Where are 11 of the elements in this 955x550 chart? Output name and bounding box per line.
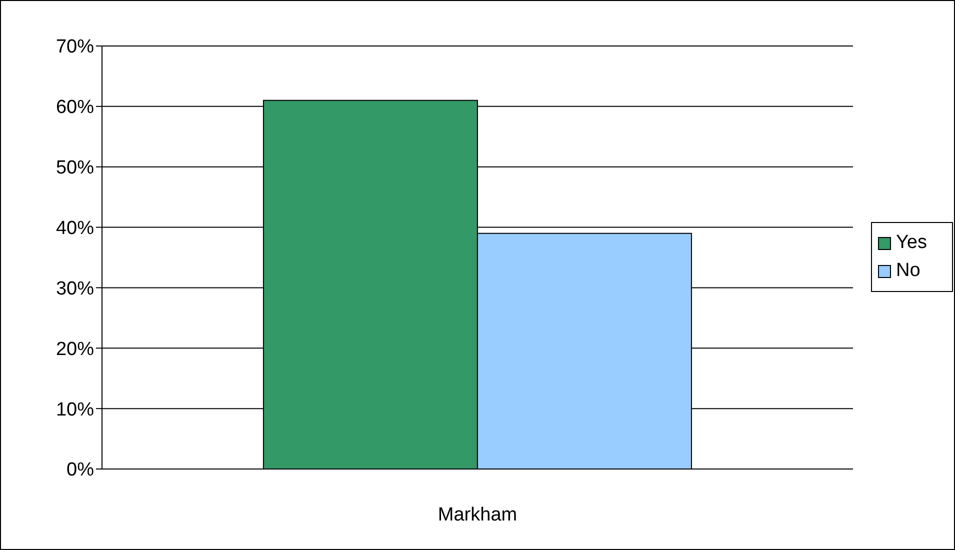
- x-tick-label: Markham: [438, 504, 518, 526]
- legend-label: Yes: [896, 232, 927, 254]
- y-tick-label: 20%: [56, 338, 94, 360]
- legend-label: No: [896, 260, 920, 282]
- y-tick-label: 10%: [56, 399, 94, 420]
- y-tick-label: 30%: [56, 278, 94, 300]
- y-tick-label: 50%: [56, 158, 94, 179]
- y-tick-label: 60%: [56, 97, 94, 118]
- y-tick-label: 40%: [56, 218, 94, 240]
- y-tick-label: 0%: [66, 460, 94, 481]
- y-tick-label: 70%: [56, 36, 94, 58]
